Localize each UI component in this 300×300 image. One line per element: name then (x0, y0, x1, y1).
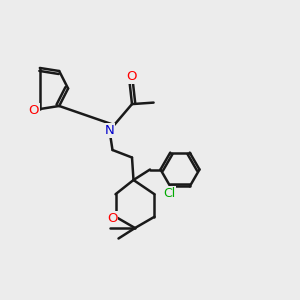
Text: O: O (107, 212, 118, 225)
Text: O: O (28, 104, 39, 117)
Text: N: N (105, 124, 114, 137)
Text: O: O (126, 70, 136, 83)
Text: Cl: Cl (164, 187, 176, 200)
